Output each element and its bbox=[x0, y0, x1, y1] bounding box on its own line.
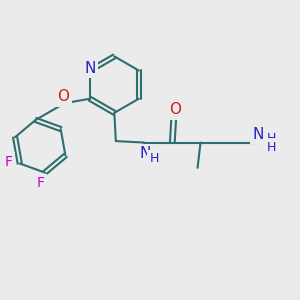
Text: F: F bbox=[36, 176, 44, 190]
Text: F: F bbox=[4, 155, 13, 169]
Text: H: H bbox=[150, 152, 159, 165]
Text: N: N bbox=[140, 146, 151, 161]
Text: O: O bbox=[169, 102, 181, 117]
Text: N: N bbox=[253, 127, 264, 142]
Text: H: H bbox=[267, 132, 277, 145]
Text: H: H bbox=[267, 140, 277, 154]
Text: O: O bbox=[57, 89, 69, 104]
Text: N: N bbox=[84, 61, 96, 76]
